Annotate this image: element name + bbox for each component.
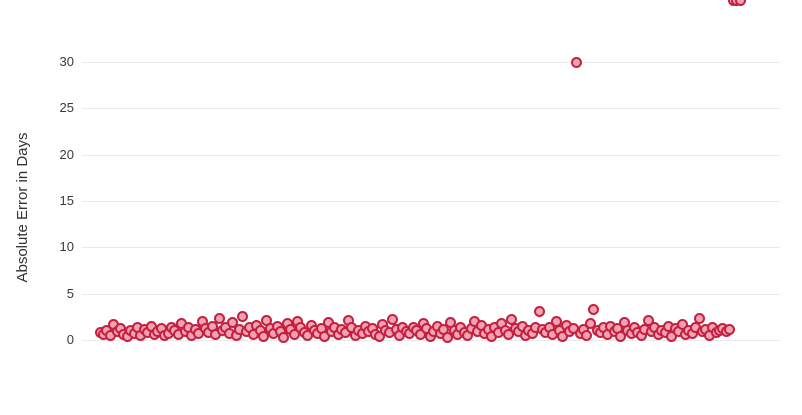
gridline xyxy=(82,154,780,156)
gridline xyxy=(82,62,780,63)
y-tick-label: 30 xyxy=(59,54,74,69)
scatter-point xyxy=(734,0,746,6)
scatter-point xyxy=(288,328,300,340)
scatter-point xyxy=(588,303,600,315)
scatter-point xyxy=(724,324,736,336)
scatter-point xyxy=(387,314,399,326)
gridline xyxy=(82,293,780,295)
scatter-point xyxy=(581,329,593,341)
scatter-point xyxy=(503,328,514,340)
scatter-point xyxy=(278,331,290,343)
scatter-point xyxy=(373,330,385,342)
scatter-point xyxy=(257,330,269,342)
gridline xyxy=(82,108,780,110)
gridline xyxy=(82,201,780,202)
scatter-point xyxy=(642,315,654,327)
y-tick-label: 20 xyxy=(59,146,74,162)
scatter-point xyxy=(237,311,249,323)
y-tick-label: 25 xyxy=(59,100,74,116)
y-tick-label: 0 xyxy=(66,332,74,347)
scatter-point xyxy=(441,331,453,343)
y-tick-label: 15 xyxy=(59,193,74,208)
scatter-point xyxy=(571,56,583,68)
plot-area xyxy=(82,0,780,415)
scatter-point xyxy=(213,313,225,325)
scatter-point xyxy=(676,318,688,330)
scatter-point xyxy=(693,313,705,325)
scatter-point xyxy=(615,330,627,342)
scatter-point xyxy=(533,305,545,317)
scatter-point xyxy=(414,328,426,340)
gridline xyxy=(82,247,780,249)
y-tick-label: 5 xyxy=(66,285,74,301)
y-tick-label: 10 xyxy=(59,239,74,255)
scatter-point xyxy=(227,316,239,328)
scatter-point xyxy=(584,317,596,329)
y-axis-tick-labels: 0 5 10 15 20 25 30 xyxy=(0,0,74,415)
